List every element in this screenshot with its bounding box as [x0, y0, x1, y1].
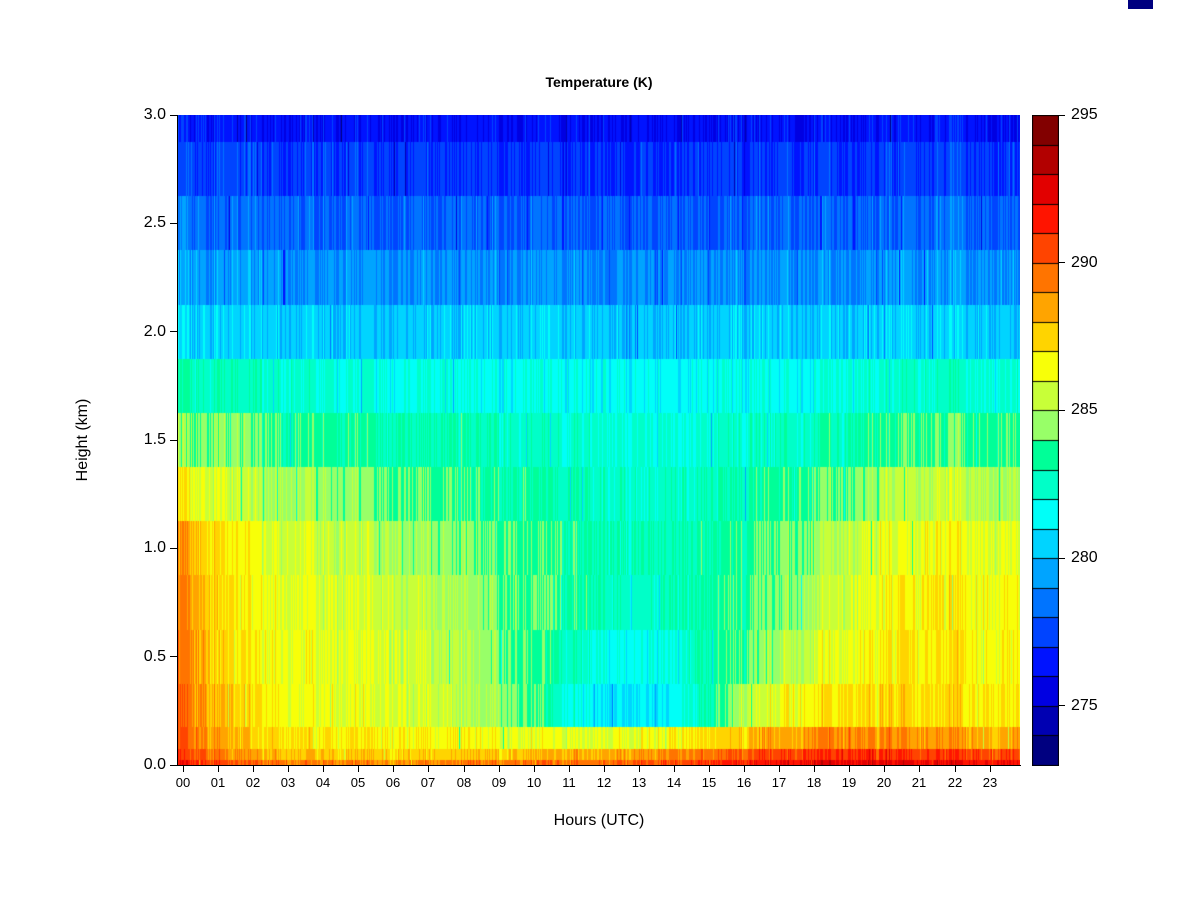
x-tick-label: 04 — [315, 775, 331, 790]
x-tick-label: 20 — [876, 775, 892, 790]
x-tick — [534, 765, 535, 772]
y-tick — [170, 222, 177, 224]
x-tick — [955, 765, 956, 772]
x-tick — [639, 765, 640, 772]
y-tick-label: 2.5 — [143, 214, 166, 232]
x-tick — [849, 765, 850, 772]
x-tick — [464, 765, 465, 772]
x-tick — [499, 765, 500, 772]
y-tick-label: 0.0 — [143, 756, 166, 773]
colorbar-tick-label: 285 — [1071, 401, 1098, 419]
x-tick-label: 10 — [526, 775, 542, 790]
x-tick — [744, 765, 745, 772]
colorbar-tick-label: 290 — [1071, 253, 1098, 271]
colorbar-tick — [1059, 557, 1065, 559]
x-tick — [183, 765, 184, 772]
colorbar-tick-label: 280 — [1071, 549, 1098, 567]
x-tick-label: 23 — [982, 775, 998, 790]
colorbar-canvas — [1032, 115, 1059, 766]
chart-title: Temperature (K) — [545, 74, 653, 90]
x-tick — [253, 765, 254, 772]
x-tick-label: 22 — [947, 775, 963, 790]
colorbar-tick-label: 295 — [1071, 106, 1098, 123]
x-tick — [323, 765, 324, 772]
x-tick-label: 08 — [456, 775, 472, 790]
colorbar-tick-label: 275 — [1071, 696, 1098, 714]
x-tick — [288, 765, 289, 772]
x-tick-label: 17 — [771, 775, 787, 790]
x-tick-label: 02 — [245, 775, 261, 790]
x-tick — [218, 765, 219, 772]
x-tick-label: 06 — [385, 775, 401, 790]
y-tick — [170, 114, 177, 116]
x-tick-label: 14 — [666, 775, 682, 790]
y-tick — [170, 764, 177, 766]
x-tick — [393, 765, 394, 772]
x-tick — [814, 765, 815, 772]
x-tick — [358, 765, 359, 772]
x-tick-label: 01 — [210, 775, 226, 790]
x-tick-label: 16 — [736, 775, 752, 790]
y-axis-label: Height (km) — [74, 398, 91, 482]
colorbar-tick — [1059, 262, 1065, 264]
y-tick-label: 1.5 — [143, 431, 166, 448]
corner-artifact-mark — [1128, 0, 1153, 9]
y-tick — [170, 547, 177, 549]
colorbar-tick — [1059, 114, 1065, 116]
y-tick — [170, 656, 177, 658]
x-tick-label: 12 — [596, 775, 612, 790]
x-tick — [990, 765, 991, 772]
x-tick — [674, 765, 675, 772]
x-tick-label: 07 — [420, 775, 436, 790]
x-tick-label: 19 — [841, 775, 857, 790]
y-tick-label: 0.5 — [143, 647, 166, 665]
x-tick-label: 21 — [911, 775, 927, 790]
x-tick — [428, 765, 429, 772]
colorbar-tick — [1059, 409, 1065, 411]
y-tick — [170, 331, 177, 333]
x-tick-label: 15 — [701, 775, 717, 790]
x-tick — [884, 765, 885, 772]
y-tick — [170, 439, 177, 441]
x-tick-label: 03 — [280, 775, 296, 790]
x-tick-label: 05 — [350, 775, 366, 790]
x-tick-label: 00 — [175, 775, 191, 790]
x-tick — [709, 765, 710, 772]
x-axis-line — [177, 765, 1021, 766]
x-tick-label: 13 — [631, 775, 647, 790]
x-tick-label: 18 — [806, 775, 822, 790]
x-tick — [604, 765, 605, 772]
heatmap-canvas — [178, 115, 1020, 765]
y-tick-label: 2.0 — [143, 322, 166, 340]
x-tick — [779, 765, 780, 772]
x-tick-label: 09 — [491, 775, 507, 790]
x-tick — [569, 765, 570, 772]
y-axis-line — [177, 115, 178, 766]
x-axis-label: Hours (UTC) — [553, 812, 645, 829]
colorbar-tick — [1059, 705, 1065, 707]
x-tick-label: 11 — [562, 775, 576, 790]
y-tick-label: 1.0 — [143, 539, 166, 557]
x-tick — [919, 765, 920, 772]
y-tick-label: 3.0 — [143, 106, 166, 123]
